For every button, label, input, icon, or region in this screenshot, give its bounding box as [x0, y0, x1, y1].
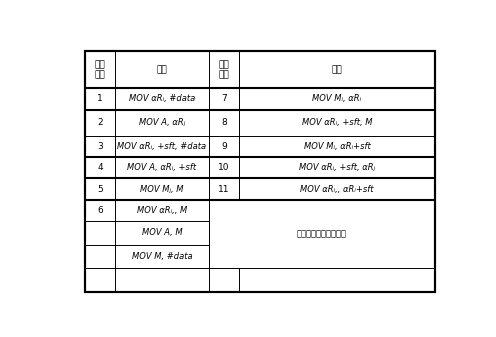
Text: MOV Mᵢ, αRᵢ+sft: MOV Mᵢ, αRᵢ+sft — [304, 142, 371, 151]
Text: 指令: 指令 — [157, 65, 167, 74]
Bar — [210, 243, 434, 246]
Text: MOV αRᵢ,, M: MOV αRᵢ,, M — [137, 206, 187, 215]
Text: 4: 4 — [97, 163, 103, 172]
Text: 7: 7 — [221, 94, 227, 103]
Text: MOV A, αRⱼ: MOV A, αRⱼ — [139, 118, 185, 127]
Text: 命令
编号: 命令 编号 — [95, 60, 105, 79]
Text: 10: 10 — [218, 163, 230, 172]
Text: MOV A, M: MOV A, M — [142, 228, 183, 237]
Bar — [210, 219, 434, 222]
Text: 1: 1 — [97, 94, 103, 103]
Text: MOV αRᵢ, #data: MOV αRᵢ, #data — [129, 94, 195, 103]
Text: MOV αRᵢ, +sft, αRⱼ: MOV αRᵢ, +sft, αRⱼ — [299, 163, 375, 172]
Text: 3: 3 — [97, 142, 103, 151]
Text: 11: 11 — [218, 185, 230, 193]
Text: 命令
编号: 命令 编号 — [219, 60, 230, 79]
Text: MOV αRᵢ,, αRᵢ+sft: MOV αRᵢ,, αRᵢ+sft — [300, 185, 373, 193]
Text: MOV αRᵢ, +sft, #data: MOV αRᵢ, +sft, #data — [118, 142, 206, 151]
Text: MOV αRᵢ, +sft, M: MOV αRᵢ, +sft, M — [302, 118, 372, 127]
Text: MOV A, αRᵢ, +sft: MOV A, αRᵢ, +sft — [127, 163, 196, 172]
Text: 5: 5 — [97, 185, 103, 193]
Text: 指令: 指令 — [331, 65, 342, 74]
Text: MOV Mⱼ, M: MOV Mⱼ, M — [140, 185, 184, 193]
Text: 2: 2 — [97, 118, 103, 127]
Text: MOV Mᵢ, αRᵢ: MOV Mᵢ, αRᵢ — [312, 94, 362, 103]
Text: MOV M, #data: MOV M, #data — [132, 252, 192, 261]
Text: 8: 8 — [221, 118, 227, 127]
Text: 普通存储器的运行指令: 普通存储器的运行指令 — [297, 229, 347, 239]
Text: 9: 9 — [221, 142, 227, 151]
Text: 6: 6 — [97, 206, 103, 215]
